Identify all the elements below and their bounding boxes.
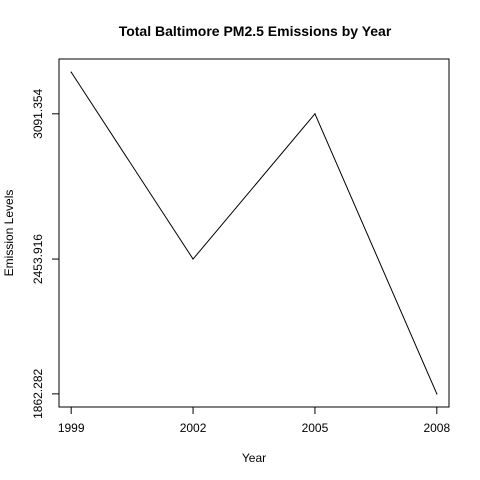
x-axis: 1999 2002 2005 2008 [58,407,450,435]
chart-title: Total Baltimore PM2.5 Emissions by Year [119,23,392,39]
data-point [314,113,316,115]
y-axis-label: Emission Levels [2,190,16,277]
x-tick-label: 2008 [423,421,450,435]
y-tick-label: 3091.354 [31,88,45,138]
x-tick-label: 2005 [302,421,329,435]
y-axis: 3091.354 2453.916 1862.282 [31,88,59,419]
y-tick-label: 1862.282 [31,369,45,419]
y-tick-label: 2453.916 [31,234,45,284]
x-tick-label: 1999 [58,421,85,435]
x-tick-label: 2002 [180,421,207,435]
data-point [436,393,438,395]
data-point [70,71,72,73]
data-point [192,258,194,260]
plot-frame [58,58,450,408]
x-axis-label: Year [242,451,266,465]
series-layer [70,71,438,395]
series-line [70,71,438,395]
